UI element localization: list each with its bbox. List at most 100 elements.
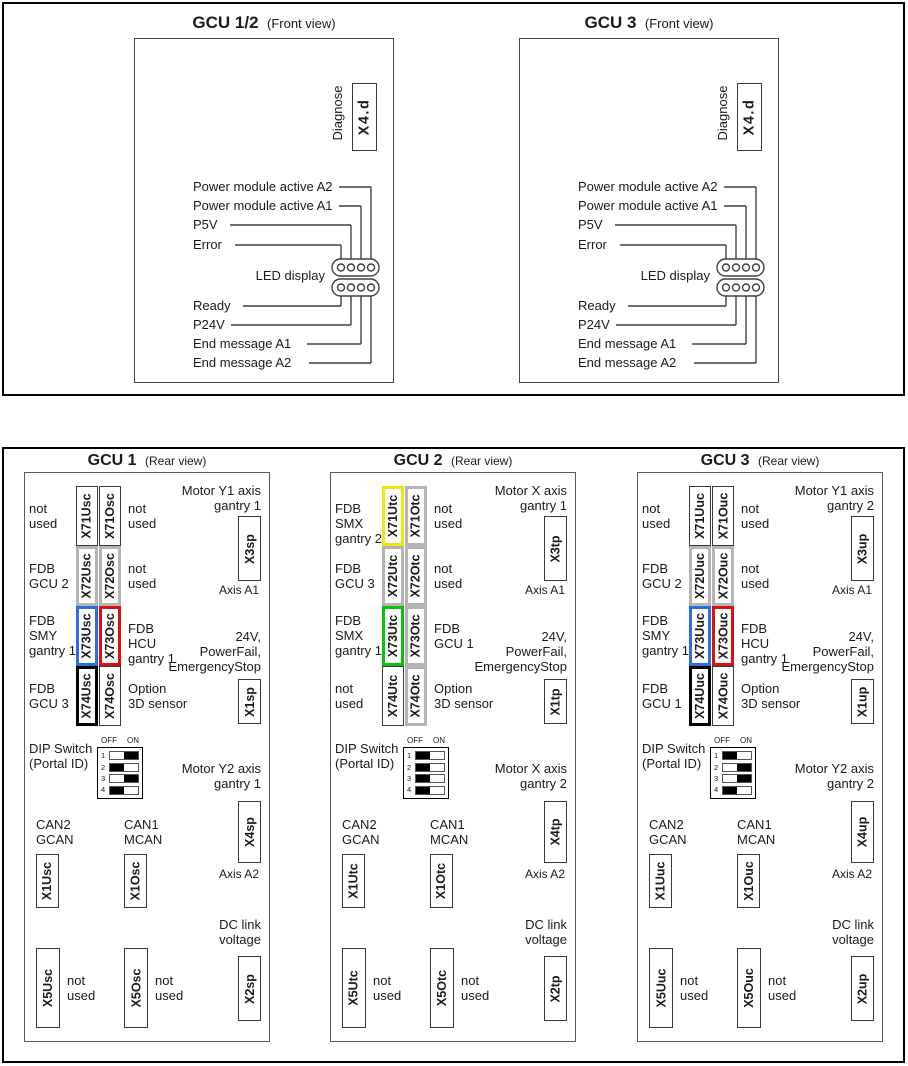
diagnose-label: Diagnose — [330, 85, 345, 141]
connector-x73u: X73Utc — [382, 606, 404, 666]
dip-switch-label: DIP Switch (Portal ID) — [29, 741, 93, 771]
dip-switch-3[interactable] — [109, 774, 139, 784]
gcu1-rear-title: GCU 1 (Rear view) — [24, 452, 270, 470]
connector-x5o: X5Otc — [430, 948, 454, 1028]
dip-on-label: ON — [127, 736, 139, 745]
dip-knob — [737, 763, 751, 771]
gcu2-rear-panel: GCU 2 (Rear view) FDB SMX gantry 2 FDB G… — [330, 452, 576, 1064]
x5o-note: not used — [155, 973, 184, 1003]
row1-left-label: FDB GCU 2 — [29, 561, 69, 591]
dip-switch-1[interactable] — [722, 751, 752, 761]
dip-switch-1[interactable] — [415, 751, 445, 761]
panel-title-view: (Rear view) — [758, 454, 820, 468]
connector-x73o: X73Otc — [405, 606, 427, 666]
gcu12-front-panel: GCU 1/2 (Front view) Diagnose — [134, 10, 394, 383]
signal-label-p24v: P24V — [578, 317, 610, 332]
panel-title-view: (Rear view) — [145, 454, 207, 468]
connector-can2: X1Uuc — [649, 854, 672, 908]
dip-row-2: 2 — [407, 762, 445, 772]
gcu1-rear-panel: GCU 1 (Rear view) not used FDB GCU 2 FDB… — [24, 452, 270, 1064]
dip-knob — [737, 775, 751, 783]
gcu1-rear-outline: not used FDB GCU 2 FDB SMY gantry 1 FDB … — [24, 472, 270, 1042]
dip-row-4: 4 — [714, 785, 752, 795]
gcu3-rear-panel: GCU 3 (Rear view) not used FDB GCU 2 FDB… — [637, 452, 883, 1064]
dip-switch-header: OFF ON — [402, 736, 450, 745]
dip-off-label: OFF — [101, 736, 117, 745]
gcu3-front-outline: Diagnose X4.d Power module active A2 Pow… — [519, 38, 779, 383]
dip-switch-2[interactable] — [722, 762, 752, 772]
connector-x3: X3sp — [238, 516, 261, 581]
signal-label-end-a1: End message A1 — [193, 336, 292, 351]
can2-gcan-label: CAN2 GCAN — [342, 817, 380, 847]
connector-x4d: X4.d — [737, 83, 762, 151]
row0-left-label: FDB SMX gantry 2 — [335, 501, 382, 546]
connector-x73u: X73Usc — [76, 606, 98, 666]
dip-row-4: 4 — [407, 785, 445, 795]
can2-gcan-label: CAN2 GCAN — [36, 817, 74, 847]
gcu3-rear-title: GCU 3 (Rear view) — [637, 452, 883, 470]
row2-right-label: FDB GCU 1 — [434, 621, 474, 651]
dip-switch-3[interactable] — [415, 774, 445, 784]
dip-knob — [124, 752, 138, 760]
connector-x2: X2sp — [238, 956, 261, 1021]
panel-title-bold: GCU 1/2 — [192, 13, 259, 32]
dip-row-2: 2 — [101, 762, 139, 772]
panel-title-bold: GCU 3 — [584, 13, 637, 32]
axis-a2-label: Axis A2 — [524, 867, 565, 881]
connector-x74o: X74Otc — [405, 666, 427, 726]
dip-off-label: OFF — [714, 736, 730, 745]
dip-knob — [723, 752, 737, 760]
led-display-label: LED display — [255, 268, 325, 283]
dip-switch-4[interactable] — [109, 785, 139, 795]
dip-off-label: OFF — [407, 736, 423, 745]
dip-switch-2[interactable] — [109, 762, 139, 772]
connector-x1: X1sp — [238, 679, 261, 724]
dip-switch-4[interactable] — [415, 785, 445, 795]
signal-label-p5v: P5V — [193, 217, 218, 232]
connector-x74u: X74Uuc — [689, 666, 711, 726]
row3-right-label: Option 3D sensor — [434, 681, 494, 711]
dip-knob — [416, 763, 430, 771]
connector-x4: X4up — [851, 801, 874, 863]
connector-x4: X4tp — [544, 801, 567, 863]
row3-left-label: FDB GCU 3 — [29, 681, 69, 711]
dip-knob — [110, 786, 124, 794]
connector-x71o: X71Otc — [405, 486, 427, 546]
dip-switch-4[interactable] — [722, 785, 752, 795]
row1-right-label: not used — [128, 561, 157, 591]
panel-title-view: (Rear view) — [451, 454, 513, 468]
dip-knob — [110, 763, 124, 771]
dip-switch-3[interactable] — [722, 774, 752, 784]
signal-label-error: Error — [193, 237, 222, 252]
dip-switch-1[interactable] — [109, 751, 139, 761]
connector-x71u: X71Usc — [76, 486, 98, 546]
axis-a1-label: Axis A1 — [831, 583, 872, 597]
can1-mcan-label: CAN1 MCAN — [430, 817, 469, 847]
can1-mcan-label: CAN1 MCAN — [737, 817, 776, 847]
connector-x72u: X72Uuc — [689, 546, 711, 606]
motor-axis-bottom-label: Motor Y2 axis gantry 1 — [181, 761, 261, 791]
connector-x3: X3up — [851, 516, 874, 581]
panel-title-bold: GCU 3 — [700, 452, 750, 469]
connector-x72o: X72Osc — [99, 546, 121, 606]
signal-label-power-a2: Power module active A2 — [578, 179, 718, 194]
connector-can2: X1Utc — [342, 854, 365, 908]
dip-row-1: 1 — [407, 751, 445, 761]
dip-row-1: 1 — [714, 751, 752, 761]
connector-x4: X4sp — [238, 801, 261, 863]
signal-label-power-a1: Power module active A1 — [193, 198, 333, 213]
signal-label-power-a2: Power module active A2 — [193, 179, 333, 194]
row2-left-label: FDB SMY gantry 1 — [29, 613, 76, 658]
connector-can1: X1Otc — [430, 854, 453, 908]
dip-switch-2[interactable] — [415, 762, 445, 772]
panel-title-view: (Front view) — [266, 16, 336, 31]
row1-left-label: FDB GCU 2 — [642, 561, 682, 591]
connector-x72o: X72Ouc — [712, 546, 734, 606]
gcu3-front-panel: GCU 3 (Front view) Diagnose — [519, 10, 779, 383]
axis-a1-label: Axis A1 — [524, 583, 565, 597]
dc-link-label: DC link voltage — [832, 917, 874, 947]
x5o-note: not used — [461, 973, 490, 1003]
connector-can1: X1Osc — [124, 854, 147, 908]
can1-mcan-label: CAN1 MCAN — [124, 817, 163, 847]
row0-right-label: not used — [128, 501, 157, 531]
